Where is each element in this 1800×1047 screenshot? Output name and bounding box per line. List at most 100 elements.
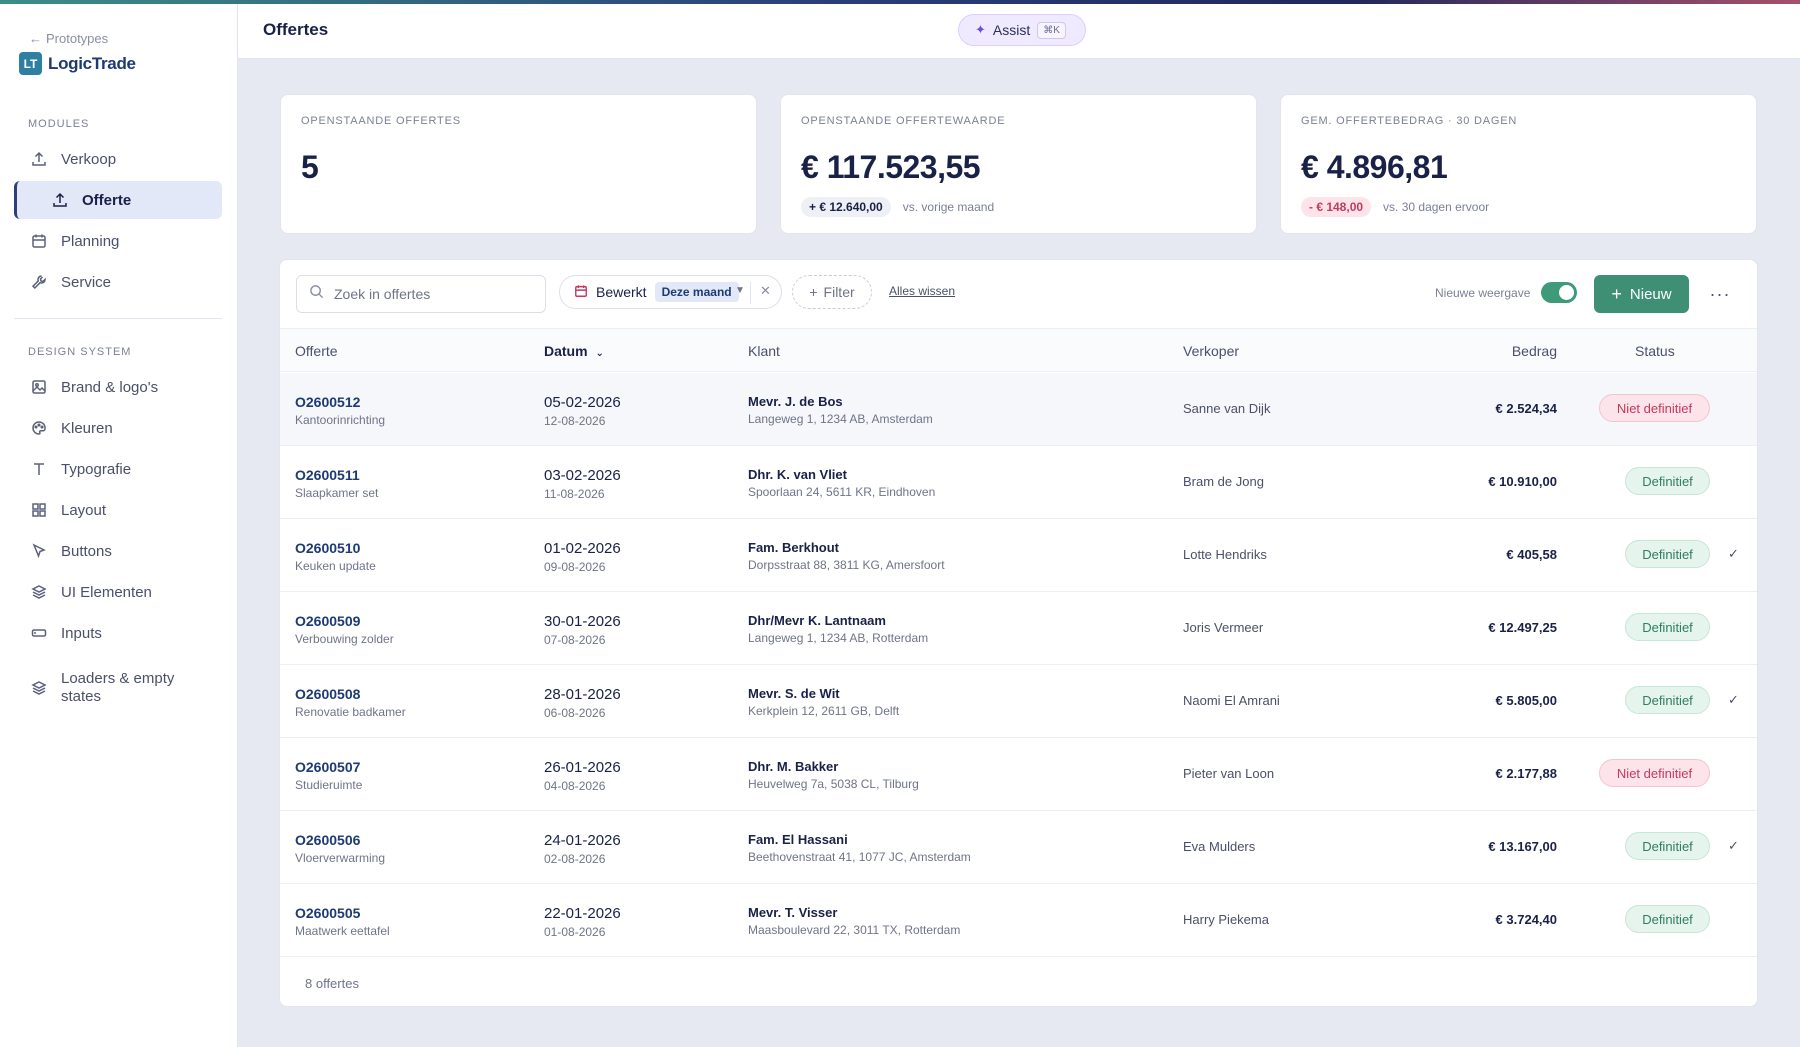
- offerte-valid-until: 04-08-2026: [544, 779, 606, 793]
- offerte-id-link[interactable]: O2600508: [295, 686, 361, 702]
- offerte-id-link[interactable]: O2600506: [295, 832, 361, 848]
- offerte-id-link[interactable]: O2600509: [295, 613, 361, 629]
- sidebar-item-planning[interactable]: Planning: [14, 222, 222, 260]
- offerte-date: 22-01-2026: [544, 905, 621, 922]
- search-icon: [309, 284, 324, 304]
- kpi-delta: + € 12.640,00 vs. vorige maand: [801, 197, 994, 217]
- sidebar-item-brand[interactable]: Brand & logo's: [14, 368, 222, 406]
- sidebar-item-loaders[interactable]: Loaders & empty states: [14, 664, 222, 712]
- delta-note: vs. 30 dagen ervoor: [1383, 200, 1490, 214]
- cursor-icon: [30, 543, 47, 560]
- sidebar-item-ui-elementen[interactable]: UI Elementen: [14, 573, 222, 611]
- amount-value: € 10.910,00: [1488, 474, 1557, 489]
- table-row[interactable]: O2600509 Verbouwing zolder 30-01-2026 07-08…: [280, 592, 1757, 665]
- status-badge: Definitief: [1625, 613, 1710, 641]
- offerte-cell: O2600510 Keuken update: [295, 540, 376, 573]
- table-row[interactable]: O2600511 Slaapkamer set 03-02-2026 11-08-20…: [280, 446, 1757, 519]
- offerte-id-link[interactable]: O2600505: [295, 905, 361, 921]
- offerte-cell: O2600506 Vloerverwarming: [295, 832, 385, 865]
- client-address: Langeweg 1, 1234 AB, Amsterdam: [748, 412, 933, 426]
- kpi-card-open-value: OPENSTAANDE OFFERTEWAARDE € 117.523,55 +…: [780, 94, 1257, 234]
- offerte-id-link[interactable]: O2600507: [295, 759, 361, 775]
- client-address: Beethovenstraat 41, 1077 JC, Amsterdam: [748, 850, 971, 864]
- sidebar-item-label: Buttons: [61, 542, 112, 560]
- clear-filters-link[interactable]: Alles wissen: [889, 284, 956, 298]
- column-header-verkoper[interactable]: Verkoper: [1183, 343, 1240, 359]
- sidebar-item-kleuren[interactable]: Kleuren: [14, 409, 222, 447]
- sidebar-item-verkoop[interactable]: Verkoop: [14, 140, 222, 178]
- new-button-label: Nieuw: [1629, 285, 1672, 303]
- column-header-offerte[interactable]: Offerte: [295, 343, 338, 359]
- column-header-status[interactable]: Status: [1635, 343, 1675, 359]
- sidebar-item-offerte[interactable]: Offerte: [14, 181, 222, 219]
- table-row[interactable]: O2600510 Keuken update 01-02-2026 09-08-202…: [280, 519, 1757, 592]
- offerte-date: 05-02-2026: [544, 394, 621, 411]
- client-cell: Dhr. M. Bakker Heuvelweg 7a, 5038 CL, Til…: [748, 759, 919, 791]
- sidebar-item-layout[interactable]: Layout: [14, 491, 222, 529]
- date-filter-chip[interactable]: Bewerkt Deze maand ▼ ✕: [559, 275, 782, 309]
- offerte-valid-until: 07-08-2026: [544, 633, 606, 647]
- chip-separator: [750, 282, 751, 304]
- client-address: Spoorlaan 24, 5611 KR, Eindhoven: [748, 485, 936, 499]
- table-row[interactable]: O2600506 Vloerverwarming 24-01-2026 02-08-2…: [280, 811, 1757, 884]
- offerte-valid-until: 12-08-2026: [544, 414, 606, 428]
- plus-icon: +: [809, 284, 818, 300]
- search-input[interactable]: [334, 286, 524, 302]
- amount-value: € 12.497,25: [1488, 620, 1557, 635]
- client-cell: Mevr. T. Visser Maasboulevard 22, 3011 TX…: [748, 905, 960, 937]
- date-cell: 05-02-2026 12-08-2026: [544, 394, 621, 428]
- column-header-klant[interactable]: Klant: [748, 343, 780, 359]
- offerte-date: 01-02-2026: [544, 540, 621, 557]
- wrench-icon: [30, 274, 47, 291]
- new-offerte-button[interactable]: + Nieuw: [1594, 275, 1689, 313]
- seller-name: Lotte Hendriks: [1183, 547, 1267, 562]
- sidebar-item-buttons[interactable]: Buttons: [14, 532, 222, 570]
- kpi-label: OPENSTAANDE OFFERTEWAARDE: [801, 115, 1006, 127]
- add-filter-button[interactable]: + Filter: [792, 275, 872, 309]
- close-icon[interactable]: ✕: [760, 283, 771, 298]
- kpi-value: € 117.523,55: [801, 149, 981, 185]
- offerte-valid-until: 11-08-2026: [544, 487, 605, 501]
- offerte-id-link[interactable]: O2600510: [295, 540, 361, 556]
- search-box[interactable]: [296, 275, 546, 313]
- column-header-datum[interactable]: Datum ⌄: [544, 343, 604, 359]
- client-name: Dhr. M. Bakker: [748, 759, 839, 774]
- offerte-description: Verbouwing zolder: [295, 632, 394, 646]
- brand-name: LogicTrade: [48, 53, 136, 73]
- sidebar-item-label: Kleuren: [61, 419, 113, 437]
- sidebar-item-service[interactable]: Service: [14, 263, 222, 301]
- sidebar: ← Prototypes LT LogicTrade MODULES Verko…: [0, 4, 238, 1047]
- offerte-description: Vloerverwarming: [295, 851, 386, 865]
- seller-name: Harry Piekema: [1183, 912, 1269, 927]
- status-badge: Definitief: [1625, 905, 1710, 933]
- assist-shortcut: ⌘K: [1037, 21, 1066, 39]
- status-badge: Definitief: [1625, 540, 1710, 568]
- offerte-cell: O2600505 Maatwerk eettafel: [295, 905, 390, 938]
- offerte-date: 28-01-2026: [544, 686, 621, 703]
- table-header: Offerte Datum ⌄ Klant Verkoper Bedrag St…: [280, 328, 1757, 372]
- table-row[interactable]: O2600512 Kantoorinrichting 05-02-2026 12-08…: [280, 373, 1757, 446]
- back-link[interactable]: ← Prototypes: [29, 31, 108, 46]
- offerte-description: Studieruimte: [295, 778, 363, 792]
- sidebar-item-inputs[interactable]: Inputs: [14, 614, 222, 652]
- offerte-id-link[interactable]: O2600511: [295, 467, 360, 483]
- sidebar-item-typografie[interactable]: Typografie: [14, 450, 222, 488]
- offerte-id-link[interactable]: O2600512: [295, 394, 361, 410]
- upload-icon: [30, 151, 47, 168]
- amount-value: € 2.177,88: [1495, 766, 1557, 781]
- assist-button[interactable]: ✦ Assist ⌘K: [958, 14, 1086, 46]
- sidebar-divider: [14, 318, 222, 319]
- table-row[interactable]: O2600505 Maatwerk eettafel 22-01-2026 01-08…: [280, 884, 1757, 957]
- date-cell: 30-01-2026 07-08-2026: [544, 613, 621, 647]
- column-header-bedrag[interactable]: Bedrag: [1511, 343, 1557, 359]
- chevron-down-icon[interactable]: ▼: [735, 285, 745, 296]
- check-icon: ✓: [1728, 838, 1739, 853]
- more-options-icon[interactable]: ···: [1709, 283, 1731, 304]
- new-view-toggle[interactable]: [1541, 282, 1577, 303]
- calendar-icon: [574, 284, 588, 301]
- brand-logo[interactable]: LT LogicTrade: [19, 52, 136, 75]
- table-row[interactable]: O2600507 Studieruimte 26-01-2026 04-08-2026…: [280, 738, 1757, 811]
- offerte-valid-until: 06-08-2026: [544, 706, 606, 720]
- chevron-down-icon: ⌄: [595, 348, 604, 359]
- table-row[interactable]: O2600508 Renovatie badkamer 28-01-2026 06-0…: [280, 665, 1757, 738]
